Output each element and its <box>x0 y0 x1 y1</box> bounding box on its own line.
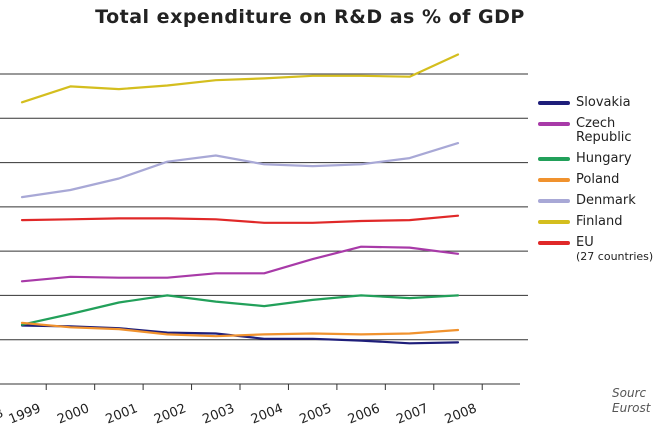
series-lines <box>20 53 460 345</box>
legend-item: Czech Republic <box>538 117 653 145</box>
x-tick-label: 1999 <box>7 401 43 427</box>
series-line-czech-republic <box>20 245 460 283</box>
gridlines <box>0 73 528 341</box>
x-tick-label: 2007 <box>394 401 430 427</box>
legend-item: Hungary <box>538 152 653 166</box>
legend-swatch <box>538 220 570 224</box>
series-line-hungary <box>20 294 460 326</box>
x-tick-label: 2004 <box>249 401 285 427</box>
series-line-eu <box>20 214 460 224</box>
x-tick-label: 2000 <box>55 401 91 427</box>
legend-swatch <box>538 199 570 203</box>
series-line-denmark <box>20 142 460 199</box>
legend-swatch <box>538 122 570 126</box>
legend-label: Czech Republic <box>576 116 632 145</box>
x-tick-label: 2003 <box>201 401 237 427</box>
legend-label: Slovakia <box>576 95 631 110</box>
legend-swatch <box>538 241 570 245</box>
series-line-poland <box>20 321 460 338</box>
legend-label: Poland <box>576 172 620 187</box>
x-tick-label: 2002 <box>152 401 188 427</box>
source-label: Sourc <box>612 386 647 400</box>
x-tick-label: 8 <box>0 406 6 423</box>
legend-label: Denmark <box>576 193 636 208</box>
source-note: Sourc Eurost <box>612 386 650 416</box>
x-tick-label: 2001 <box>104 401 140 427</box>
source-name: Eurost <box>612 401 651 415</box>
legend-item: Slovakia <box>538 96 653 110</box>
legend-swatch <box>538 101 570 105</box>
legend-label: Hungary <box>576 151 632 166</box>
legend-label: EU <box>576 235 594 250</box>
legend-swatch <box>538 178 570 182</box>
x-axis <box>0 383 520 390</box>
x-tick-label: 2008 <box>443 401 479 427</box>
legend-item: Finland <box>538 215 653 229</box>
legend: Slovakia Czech Republic Hungary Poland Denmar… <box>538 96 653 271</box>
x-tick-label: 2006 <box>346 401 382 427</box>
legend-note: (27 countries) <box>576 250 654 263</box>
legend-item: EU (27 countries) <box>538 236 653 264</box>
legend-label: Finland <box>576 214 623 229</box>
chart-title: Total expenditure on R&D as % of GDP <box>95 6 525 28</box>
legend-item: Poland <box>538 173 653 187</box>
series-line-finland <box>20 53 460 104</box>
legend-swatch <box>538 157 570 161</box>
x-tick-labels: 8 1999 2000 2001 2002 2003 2004 2005 2006 2007 200… <box>0 401 479 427</box>
legend-item: Denmark <box>538 194 653 208</box>
x-tick-label: 2005 <box>297 401 333 427</box>
